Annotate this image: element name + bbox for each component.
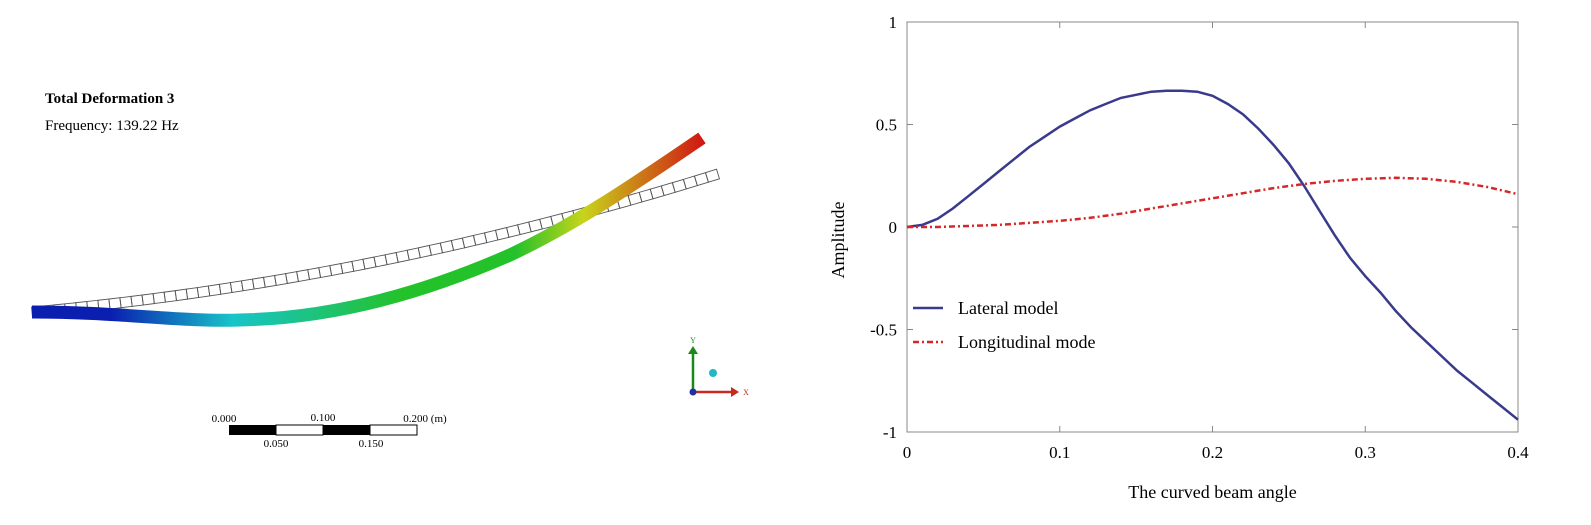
fea-deformation-panel: Total Deformation 3 Frequency: 139.22 Hz… [0, 0, 800, 520]
triad-y-label: Y [690, 336, 696, 345]
undeformed-element [119, 295, 133, 309]
undeformed-element [240, 278, 255, 292]
y-tick-label: -1 [883, 423, 897, 442]
triad-origin [689, 388, 697, 396]
scale-label-50: 0.050 [264, 438, 289, 450]
triad-x-label: X [743, 388, 749, 397]
undeformed-element [218, 282, 233, 295]
undeformed-element [108, 297, 122, 310]
y-tick-label: 0.5 [876, 116, 897, 135]
undeformed-element [174, 288, 189, 302]
undeformed-element [251, 276, 266, 290]
undeformed-element [704, 168, 721, 183]
x-axis-label: The curved beam angle [1128, 482, 1296, 502]
legend-label: Longitudinal mode [958, 332, 1095, 352]
triad-x-arrowhead [731, 387, 739, 397]
fea-frequency-label: Frequency: 139.22 Hz [45, 118, 179, 134]
x-tick-label: 0.1 [1049, 443, 1070, 462]
undeformed-element [296, 269, 311, 283]
undeformed-element [185, 287, 200, 300]
chart-legend: Lateral model Longitudinal mode [913, 298, 1095, 352]
undeformed-element [229, 280, 244, 294]
triad-z-marker [709, 369, 717, 377]
triad-y-arrowhead [688, 346, 698, 354]
undeformed-element [207, 283, 222, 297]
scale-label-200: 0.200 (m) [403, 413, 447, 425]
scale-label-100: 0.100 [311, 412, 336, 424]
y-tick-label: 0 [889, 218, 898, 237]
series-line-lateral [906, 89, 1519, 421]
x-tick-label: 0 [903, 443, 912, 462]
series-line-longitudinal [907, 176, 1519, 229]
undeformed-element [274, 273, 288, 286]
undeformed-element [141, 293, 155, 306]
x-tick-label: 0.2 [1202, 443, 1223, 462]
amplitude-chart-panel: 0 0.1 0.2 0.3 0.4 -1 -0.5 0 0.5 1 Lateral model Lo… [800, 0, 1591, 520]
undeformed-element [263, 274, 277, 288]
scale-label-150: 0.150 [359, 438, 384, 450]
plot-frame [906, 21, 1519, 433]
undeformed-element [163, 290, 178, 303]
y-axis-label: Amplitude [828, 201, 848, 278]
fea-viewport: 0.000 0.100 0.200 (m) 0.050 0.150 Y X [31, 132, 749, 450]
scale-bar: 0.000 0.100 0.200 (m) 0.050 0.150 [212, 412, 447, 450]
x-tick-label: 0.4 [1507, 443, 1529, 462]
legend-label: Lateral model [958, 298, 1058, 318]
y-tick-label: -0.5 [870, 321, 897, 340]
coordinate-triad: Y X [688, 336, 749, 397]
fea-result-title: Total Deformation 3 [45, 91, 175, 107]
x-tick-label: 0.3 [1355, 443, 1376, 462]
scale-label-0: 0.000 [212, 413, 237, 425]
deformed-beam-contour [31, 132, 706, 327]
y-tick-label: 1 [889, 13, 898, 32]
undeformed-element [196, 285, 211, 298]
undeformed-element [152, 291, 166, 305]
undeformed-element [285, 271, 299, 284]
undeformed-element [130, 294, 144, 307]
amplitude-line-chart: 0 0.1 0.2 0.3 0.4 -1 -0.5 0 0.5 1 Lateral model Lo… [828, 13, 1529, 502]
